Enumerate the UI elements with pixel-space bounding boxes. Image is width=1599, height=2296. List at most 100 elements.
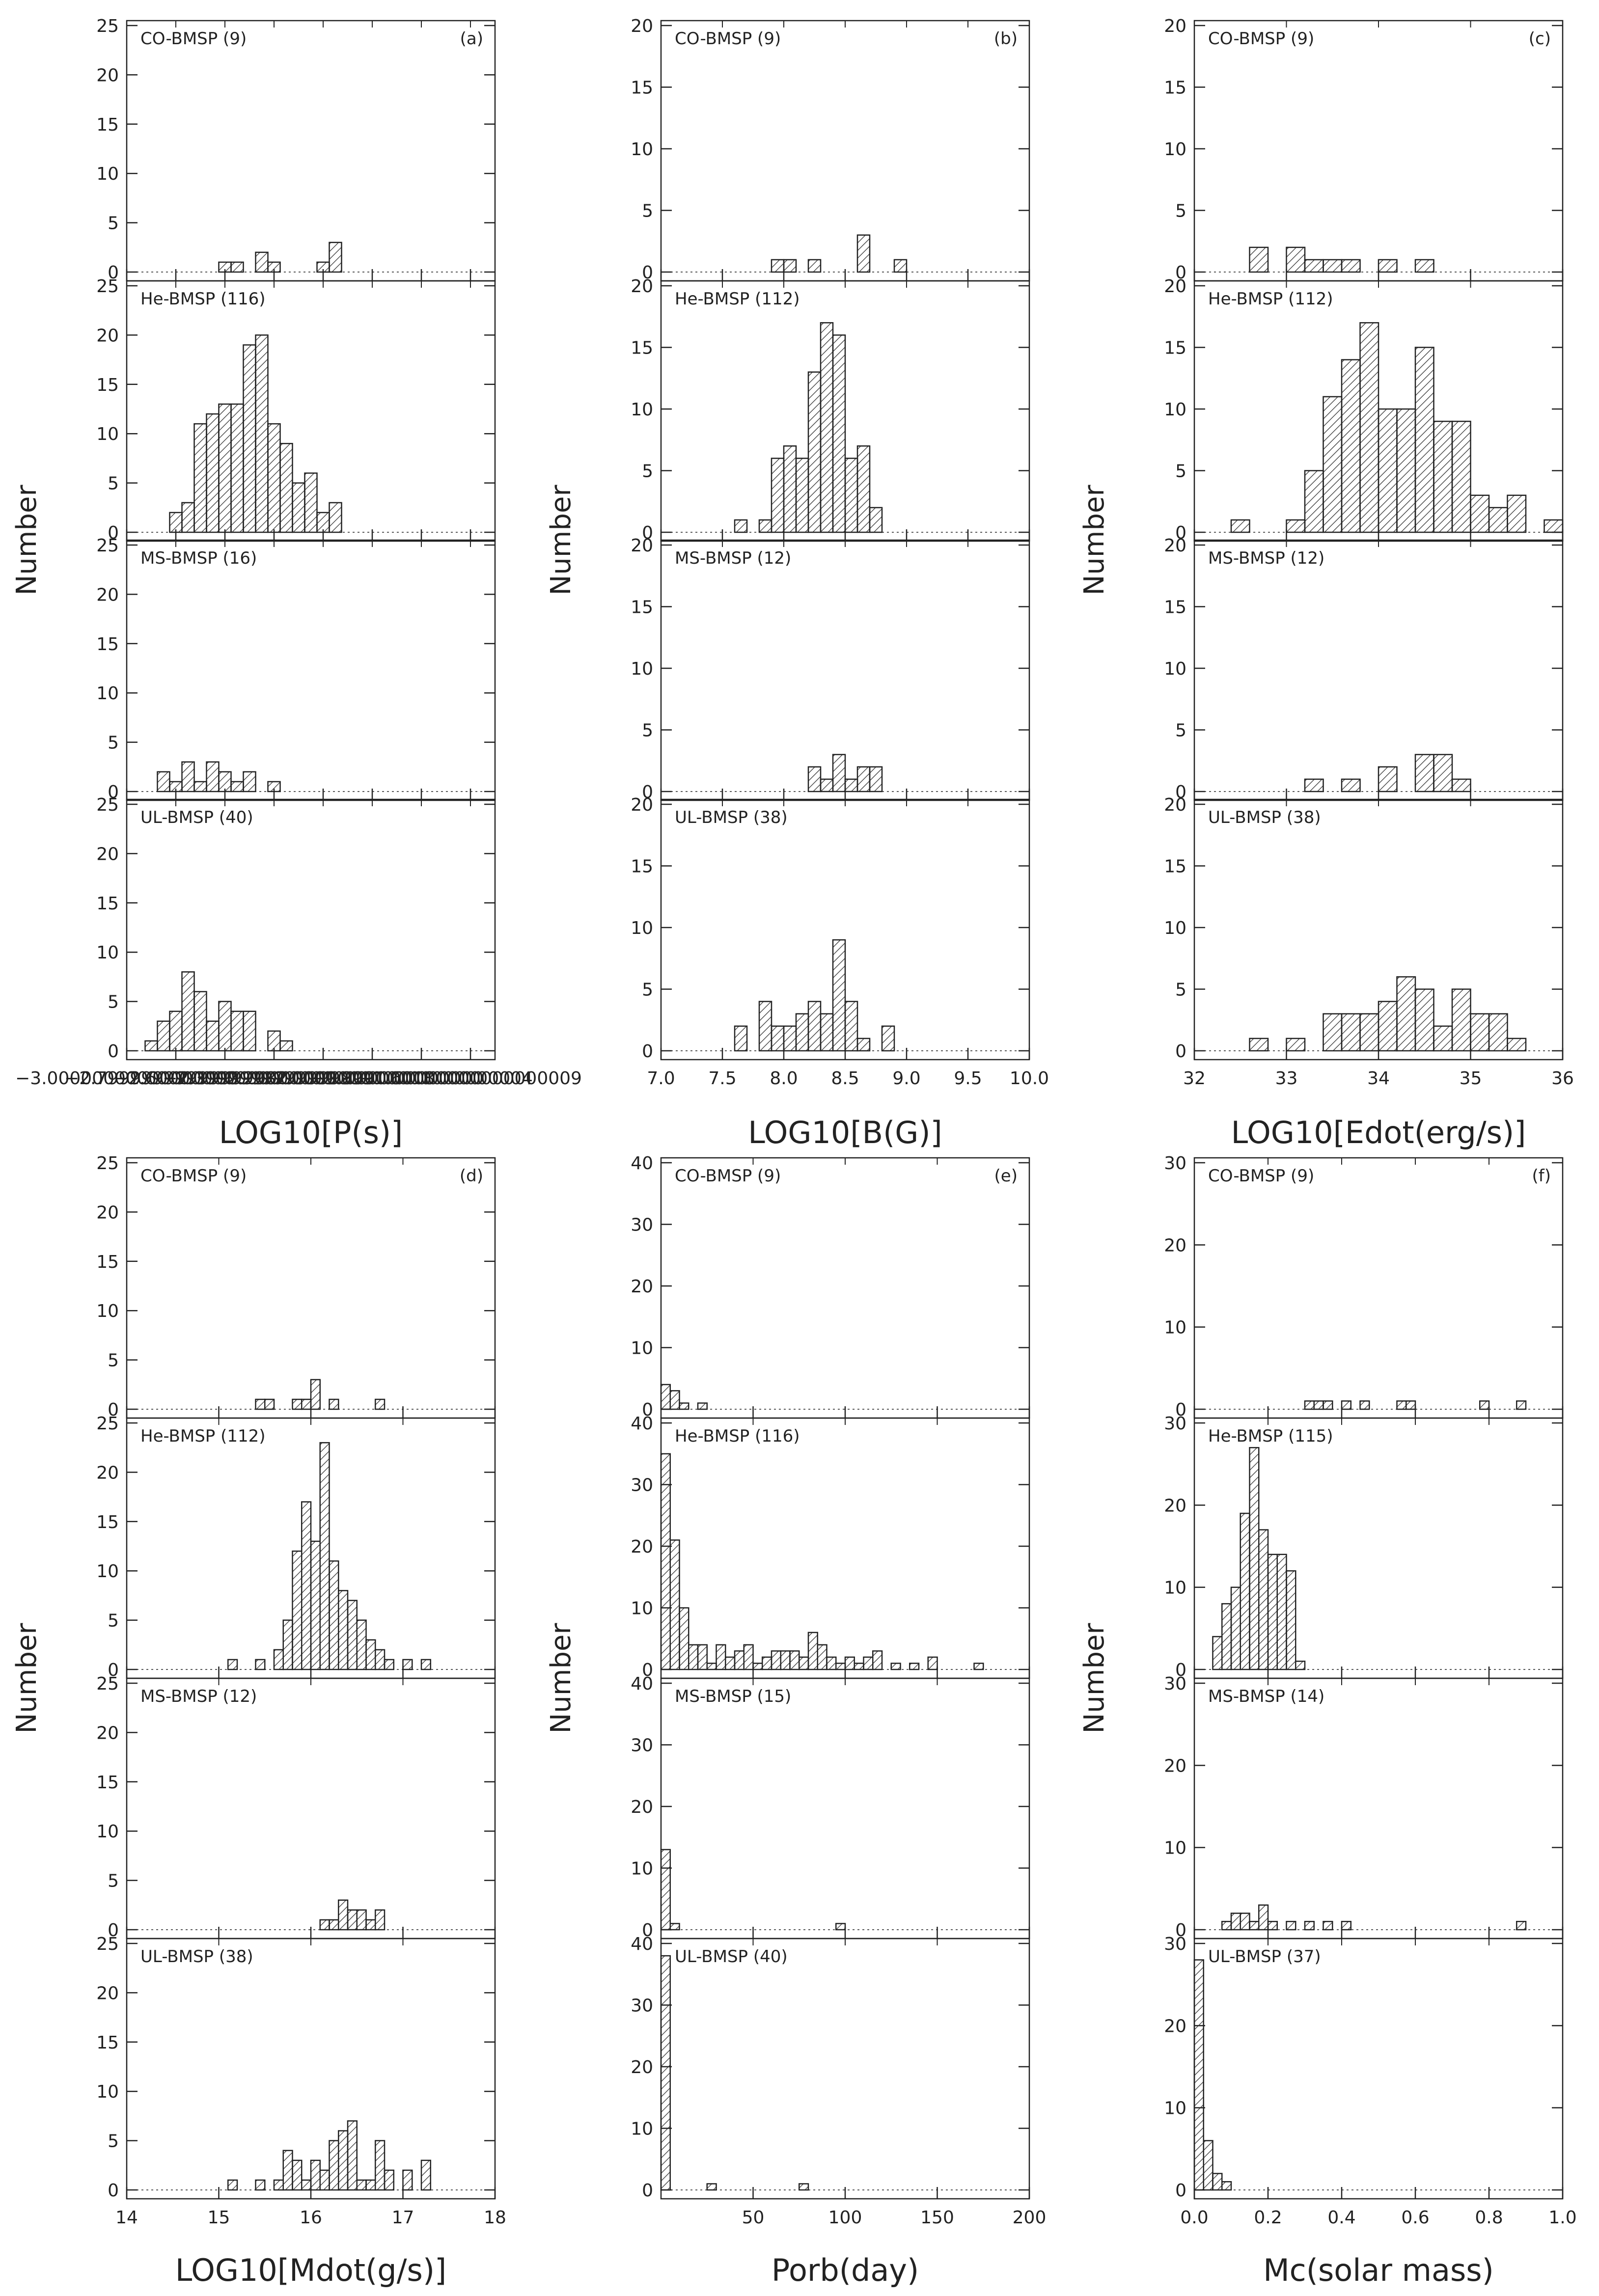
subpanel-frame (126, 1938, 496, 2200)
x-tick-label: 8.5 (831, 1068, 859, 1089)
histogram-bar (706, 1663, 717, 1670)
y-tick-label: 0 (1175, 1660, 1186, 1680)
y-tick-label: 10 (631, 918, 653, 938)
histogram-bar (384, 1659, 394, 1670)
y-tick-label: 20 (1164, 1756, 1186, 1776)
histogram-bar (169, 781, 183, 793)
subpanel-label: UL-BMSP (38) (675, 808, 788, 827)
x-tick-label: 9.5 (954, 1068, 982, 1089)
histogram-bar (660, 1384, 671, 1410)
histogram-bar (835, 1663, 846, 1670)
histogram-bar (789, 1650, 800, 1670)
subpanel-label: MS-BMSP (16) (140, 548, 257, 568)
subpanel-label: He-BMSP (115) (1208, 1426, 1333, 1446)
y-tick-label: 20 (96, 1463, 119, 1483)
y-tick-label: 15 (96, 634, 119, 655)
y-tick-label: 20 (631, 795, 653, 815)
x-tick-label: 0.0 (1180, 2208, 1208, 2228)
y-tick-label: 20 (96, 1203, 119, 1223)
histogram-bar (758, 519, 772, 533)
subpanel-frame (1193, 1938, 1564, 2200)
subpanel-he-bmsp: 0 10 20 30 He-BMSP (115) (1164, 1414, 1564, 1680)
histogram-bar (826, 1656, 837, 1670)
subpanel-co-bmsp: 0 5 10 15 20 25 CO-BMSP (9) (a) (96, 16, 496, 283)
histogram-panel-d: 0 5 10 15 20 25 CO-BMSP (9) (d) 0 5 10 15 20 25 He-BMS… (11, 1153, 506, 2288)
histogram-bar (375, 1649, 386, 1670)
histogram-bar (1516, 1400, 1527, 1410)
y-tick-label: 20 (631, 1537, 653, 1557)
histogram-bar (181, 502, 195, 533)
histogram-bar (1451, 420, 1471, 533)
histogram-bar (1406, 1400, 1416, 1410)
histogram-bar (279, 1040, 293, 1052)
histogram-bar (1341, 778, 1361, 793)
histogram-bar (799, 1656, 809, 1670)
histogram-bar (844, 1656, 855, 1670)
y-tick-label: 40 (631, 1153, 653, 1174)
y-tick-label: 40 (631, 1674, 653, 1694)
histogram-panel-f: 0 10 20 30 CO-BMSP (9) (f) 0 10 20 30 He-BMSP (115… (1078, 1153, 1577, 2288)
y-tick-label: 25 (96, 1674, 119, 1694)
x-tick-label: −2.20000000000000018 (212, 1068, 435, 1089)
subpanel-frame (126, 1157, 496, 1419)
y-tick-label: 15 (96, 1773, 119, 1793)
histogram-bar (243, 1011, 256, 1052)
y-tick-label: 30 (1164, 1153, 1186, 1174)
histogram-bar (743, 1644, 754, 1670)
y-tick-label: 15 (1164, 338, 1186, 358)
subpanel-label: UL-BMSP (38) (140, 1947, 253, 1967)
histogram-bar (384, 2169, 394, 2191)
histogram-bar (807, 371, 822, 533)
histogram-bar (1359, 1013, 1379, 1052)
histogram-bar (758, 1001, 772, 1052)
histogram-bar (1396, 1400, 1407, 1410)
subpanel-co-bmsp: 0 5 10 15 20 25 CO-BMSP (9) (d) (96, 1153, 496, 1420)
panel-tag: (a) (460, 29, 483, 49)
subpanel-label: MS-BMSP (15) (675, 1687, 791, 1706)
y-tick-label: 0 (108, 523, 119, 543)
histogram-bar (660, 1955, 671, 2191)
histogram-bar (365, 1639, 376, 1670)
histogram-bar (230, 781, 244, 793)
x-tick-label: 0.4 (1327, 2208, 1355, 2228)
y-tick-label: 0 (108, 782, 119, 802)
histogram-bar (292, 482, 305, 533)
histogram-bar (310, 1379, 321, 1410)
y-tick-label: 10 (96, 1301, 119, 1321)
histogram-bar (783, 1025, 797, 1052)
y-tick-label: 10 (96, 2082, 119, 2102)
subpanel-frame (126, 1677, 496, 1940)
histogram-bar (264, 1398, 275, 1410)
y-tick-label: 25 (96, 795, 119, 815)
y-tick-label: 0 (1175, 263, 1186, 283)
x-tick-label: 7.0 (647, 1068, 675, 1089)
histogram-bar (844, 778, 858, 793)
histogram-bar (1341, 259, 1361, 273)
histogram-bar (1304, 1400, 1315, 1410)
histogram-bar (1304, 1921, 1315, 1931)
histogram-bar (365, 2179, 376, 2191)
histogram-bar (301, 2179, 312, 2191)
histogram-bar (854, 1663, 864, 1670)
subpanel-frame (1193, 1157, 1564, 1419)
x-tick-label: 50 (742, 2208, 765, 2228)
histogram-panel-b: 0 5 10 15 20 CO-BMSP (9) (b) 0 5 10 15 20 He-BMSP (1… (545, 16, 1049, 1150)
subpanel-frame (660, 1417, 1030, 1679)
histogram-bar (1276, 1554, 1287, 1670)
histogram-bar (1488, 1013, 1508, 1052)
histogram-bar (1221, 2181, 1232, 2191)
histogram-bar (697, 1644, 708, 1670)
histogram-bar (1544, 519, 1564, 533)
y-tick-label: 10 (631, 1859, 653, 1879)
y-tick-label: 0 (1175, 1920, 1186, 1941)
histogram-bar (1470, 494, 1490, 533)
histogram-bar (1230, 1913, 1241, 1931)
y-tick-label: 15 (1164, 78, 1186, 98)
y-tick-label: 20 (96, 65, 119, 85)
subpanel-label: MS-BMSP (12) (140, 1687, 257, 1706)
y-tick-label: 5 (1175, 721, 1186, 741)
y-tick-label: 15 (96, 1512, 119, 1532)
histogram-bar (206, 413, 220, 533)
histogram-bar (1470, 1013, 1490, 1052)
y-tick-label: 20 (1164, 2016, 1186, 2036)
